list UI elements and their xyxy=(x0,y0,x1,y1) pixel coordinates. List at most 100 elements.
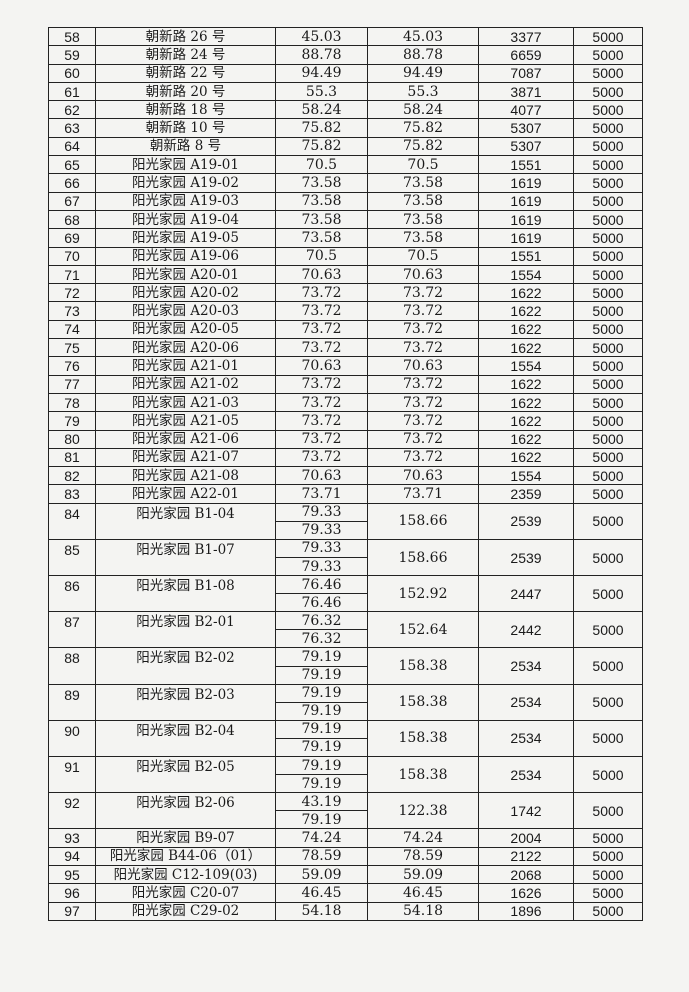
cell-name: 阳光家园 B1-08 xyxy=(95,575,276,613)
cell-price: 5000 xyxy=(573,118,643,138)
table-subrow: 76.32 xyxy=(49,629,643,649)
cell-no: 84 xyxy=(48,502,96,540)
cell-no: 97 xyxy=(48,901,96,921)
cell-total: 158.66 xyxy=(367,502,479,540)
cell-price: 5000 xyxy=(573,756,643,794)
cell-name: 阳光家园 A21-03 xyxy=(95,392,276,413)
cell-amt: 3871 xyxy=(478,81,574,102)
cell-area: 76.46 xyxy=(275,593,368,613)
cell-total: 58.24 xyxy=(367,100,479,120)
cell-area: 88.78 xyxy=(275,45,368,65)
cell-no: 78 xyxy=(48,392,96,413)
cell-total: 54.18 xyxy=(367,901,479,921)
cell-no: 92 xyxy=(48,792,96,830)
table-row: 65 阳光家园 A19-01 70.5 70.5 1551 5000 xyxy=(48,155,643,175)
cell-no: 95 xyxy=(48,864,96,885)
cell-name: 阳光家园 B2-04 xyxy=(95,719,276,758)
table-row: 64 朝新路 8 号 75.82 75.82 5307 5000 xyxy=(48,136,643,157)
cell-amt: 1619 xyxy=(478,228,574,248)
cell-no: 96 xyxy=(48,883,96,903)
cell-total: 59.09 xyxy=(367,864,479,885)
cell-total: 70.63 xyxy=(367,356,479,376)
cell-amt: 1622 xyxy=(478,392,574,413)
cell-no: 94 xyxy=(48,846,96,867)
cell-price: 5000 xyxy=(573,484,643,504)
cell-area: 73.72 xyxy=(275,283,368,303)
cell-name: 阳光家园 B2-05 xyxy=(95,756,276,794)
cell-no: 58 xyxy=(48,26,96,47)
cell-amt: 1622 xyxy=(478,374,574,394)
cell-area: 58.24 xyxy=(275,100,368,120)
cell-no: 90 xyxy=(48,719,96,758)
cell-name: 阳光家园 A19-06 xyxy=(95,246,276,266)
cell-amt: 1622 xyxy=(478,283,574,303)
property-table: 58 朝新路 26 号 45.03 45.03 3377 5000 59 朝新路 24 号 88… xyxy=(48,26,643,921)
cell-area: 59.09 xyxy=(275,864,368,885)
cell-name: 朝新路 8 号 xyxy=(95,136,276,157)
cell-area: 73.72 xyxy=(275,447,368,468)
cell-no: 88 xyxy=(48,647,96,685)
cell-no: 60 xyxy=(48,63,96,83)
cell-total: 73.72 xyxy=(367,447,479,468)
cell-amt: 1619 xyxy=(478,173,574,193)
cell-area: 73.72 xyxy=(275,319,368,340)
cell-area: 73.72 xyxy=(275,411,368,431)
cell-name: 阳光家园 A20-03 xyxy=(95,301,276,321)
cell-no: 76 xyxy=(48,356,96,376)
cell-total: 73.72 xyxy=(367,319,479,340)
table-subrow: 79.19 xyxy=(49,810,643,830)
cell-price: 5000 xyxy=(573,538,643,577)
cell-area: 79.19 xyxy=(275,737,368,758)
cell-no: 85 xyxy=(48,538,96,577)
cell-price: 5000 xyxy=(573,100,643,120)
cell-amt: 3377 xyxy=(478,26,574,47)
cell-no: 65 xyxy=(48,155,96,175)
cell-price: 5000 xyxy=(573,45,643,65)
cell-price: 5000 xyxy=(573,191,643,211)
cell-no: 59 xyxy=(48,45,96,65)
cell-price: 5000 xyxy=(573,883,643,903)
cell-price: 5000 xyxy=(573,338,643,358)
cell-name: 阳光家园 A21-07 xyxy=(95,447,276,468)
cell-no: 67 xyxy=(48,191,96,211)
cell-no: 66 xyxy=(48,173,96,193)
cell-area: 79.33 xyxy=(275,502,368,522)
cell-amt: 1551 xyxy=(478,155,574,175)
cell-area: 70.5 xyxy=(275,246,368,266)
table-row: 92 阳光家园 B2-06 43.19 122.38 1742 5000 xyxy=(48,792,643,830)
cell-price: 5000 xyxy=(573,466,643,486)
table-row: 67 阳光家园 A19-03 73.58 73.58 1619 5000 xyxy=(48,191,643,211)
cell-price: 5000 xyxy=(573,63,643,83)
cell-name: 阳光家园 C20-07 xyxy=(95,883,276,903)
cell-no: 79 xyxy=(48,411,96,431)
table-row: 61 朝新路 20 号 55.3 55.3 3871 5000 xyxy=(48,81,643,102)
cell-no: 70 xyxy=(48,246,96,266)
cell-total: 73.72 xyxy=(367,411,479,431)
cell-total: 73.58 xyxy=(367,228,479,248)
cell-no: 64 xyxy=(48,136,96,157)
cell-no: 63 xyxy=(48,118,96,138)
table-row: 76 阳光家园 A21-01 70.63 70.63 1554 5000 xyxy=(48,356,643,376)
cell-price: 5000 xyxy=(573,246,643,266)
table-row: 97 阳光家园 C29-02 54.18 54.18 1896 5000 xyxy=(48,901,643,921)
cell-total: 73.58 xyxy=(367,191,479,211)
cell-price: 5000 xyxy=(573,81,643,102)
cell-name: 阳光家园 A21-05 xyxy=(95,411,276,431)
cell-no: 83 xyxy=(48,484,96,504)
cell-no: 69 xyxy=(48,228,96,248)
cell-total: 46.45 xyxy=(367,883,479,903)
cell-price: 5000 xyxy=(573,846,643,867)
cell-name: 朝新路 22 号 xyxy=(95,63,276,83)
cell-price: 5000 xyxy=(573,173,643,193)
table-row: 84 阳光家园 B1-04 79.33 158.66 2539 5000 xyxy=(48,502,643,540)
table-row: 66 阳光家园 A19-02 73.58 73.58 1619 5000 xyxy=(48,173,643,193)
table-subrow: 79.19 xyxy=(49,701,643,721)
cell-amt: 2534 xyxy=(478,683,574,721)
cell-name: 阳光家园 A20-02 xyxy=(95,283,276,303)
cell-area: 54.18 xyxy=(275,901,368,921)
cell-amt: 2447 xyxy=(478,575,574,613)
cell-area: 73.71 xyxy=(275,484,368,504)
cell-price: 5000 xyxy=(573,411,643,431)
cell-total: 73.72 xyxy=(367,429,479,449)
cell-area: 73.72 xyxy=(275,301,368,321)
